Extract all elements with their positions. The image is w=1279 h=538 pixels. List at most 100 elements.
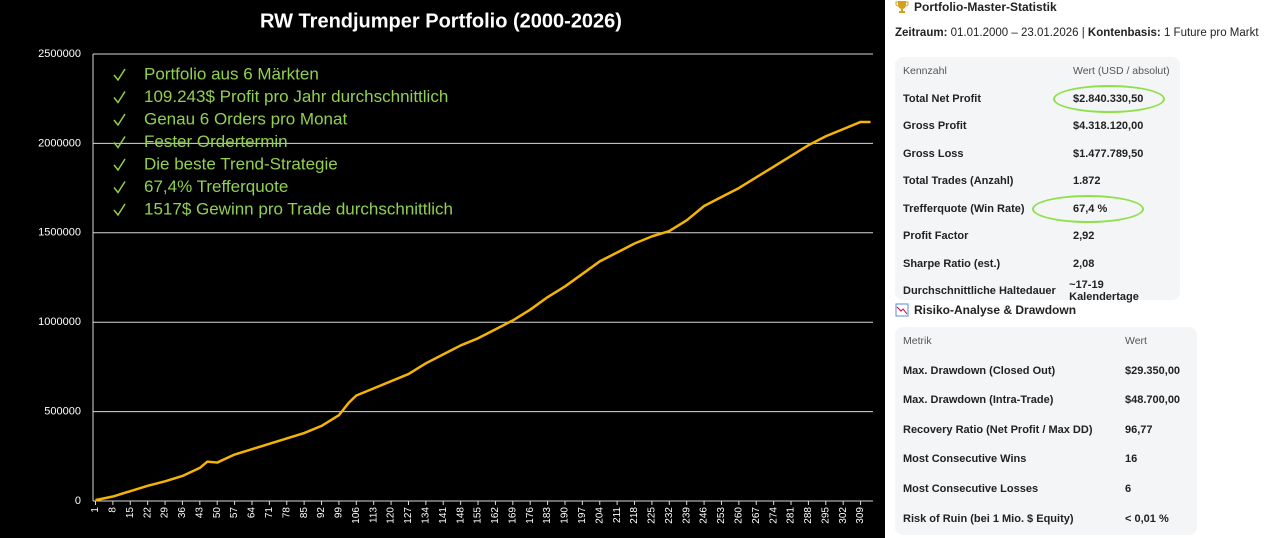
- x-tick-label: 274: [768, 507, 779, 524]
- x-tick-label: 134: [421, 507, 432, 524]
- x-tick-label: 57: [229, 507, 240, 519]
- trophy-icon: [895, 1, 909, 13]
- x-tick-label: 148: [455, 507, 466, 524]
- chart: RW Trendjumper Portfolio (2000-2026) 0 50…: [0, 0, 885, 538]
- x-tick-label: 309: [855, 507, 866, 524]
- period-label: Zeitraum:: [895, 27, 948, 39]
- x-tick-label: 92: [316, 507, 327, 519]
- cell-value: 96,77: [1125, 423, 1153, 436]
- x-tick-label: 50: [212, 507, 223, 519]
- stats-panel: Portfolio-Master-Statistik Zeitraum: 01.…: [887, 0, 1279, 538]
- cell-key: Kennzahl: [903, 64, 947, 77]
- x-tick-label: 29: [160, 507, 171, 519]
- x-tick-label: 204: [594, 507, 605, 524]
- cell-key: Gross Profit: [903, 120, 967, 132]
- y-tick-label: 0: [75, 495, 81, 507]
- stats-subtitle: Zeitraum: 01.01.2000 – 23.01.2026 | Kont…: [895, 27, 1259, 39]
- table-row: Metrik Wert: [903, 327, 1191, 354]
- x-tick-label: 71: [264, 507, 275, 519]
- cell-value: ~17-19 Kalendertage: [1069, 279, 1139, 303]
- cell-key: Max. Drawdown (Intra-Trade): [903, 394, 1054, 407]
- cell-value: 2,08: [1073, 257, 1095, 270]
- x-tick-label: 197: [577, 507, 588, 524]
- table-row: Recovery Ratio (Net Profit / Max DD) 96,7…: [903, 416, 1191, 443]
- x-tick-label: 225: [647, 507, 658, 524]
- cell-key: Recovery Ratio (Net Profit / Max DD): [903, 423, 1093, 436]
- table-row: Profit Factor 2,92: [903, 223, 1174, 250]
- x-tick-label: 64: [247, 507, 258, 519]
- cell-key: Profit Factor: [903, 230, 969, 242]
- y-tick-label: 1500000: [38, 227, 81, 239]
- table-row: Sharpe Ratio (est.) 2,08: [903, 250, 1174, 277]
- table-row: Total Trades (Anzahl) 1.872: [903, 168, 1174, 195]
- risk-table: Metrik Wert Max. Drawdown (Closed Out) $29.…: [895, 327, 1197, 535]
- cell-value: $29.350,00: [1125, 364, 1181, 377]
- x-tick-label: 106: [351, 507, 362, 524]
- cell-value: 16: [1125, 453, 1138, 466]
- cell-key: Risk of Ruin (bei 1 Mio. $ Equity): [903, 512, 1074, 525]
- cell-key: Total Trades (Anzahl): [903, 175, 1014, 187]
- risk-title: Risiko-Analyse & Drawdown: [914, 303, 1077, 317]
- x-tick-label: 288: [803, 507, 814, 524]
- y-tick-label: 2000000: [38, 137, 81, 149]
- x-tick-label: 141: [438, 507, 449, 524]
- cell-key: Trefferquote (Win Rate): [903, 202, 1025, 215]
- table-row: Most Consecutive Wins 16: [903, 446, 1191, 473]
- annotation: 67,4% Trefferquote: [144, 177, 288, 196]
- cell-value: Wert: [1125, 334, 1147, 347]
- basis-label: Kontenbasis:: [1087, 27, 1161, 39]
- chart-title: RW Trendjumper Portfolio (2000-2026): [260, 10, 622, 32]
- cell-value: $1.477.789,50: [1073, 147, 1144, 160]
- cell-value: Wert (USD / absolut): [1073, 64, 1170, 77]
- cell-key: Metrik: [903, 334, 932, 347]
- y-tick-label: 500000: [44, 406, 81, 418]
- x-tick-label: 127: [403, 507, 414, 524]
- cell-value: 1.872: [1073, 175, 1101, 187]
- cell-key: Most Consecutive Losses: [903, 483, 1039, 495]
- x-tick-label: 267: [751, 507, 762, 524]
- cell-key: Gross Loss: [903, 147, 964, 160]
- cell-value: $48.700,00: [1125, 394, 1181, 407]
- x-tick-label: 211: [612, 507, 623, 523]
- checkmark: [113, 158, 126, 172]
- x-tick-label: 253: [716, 507, 727, 524]
- x-tick-label: 85: [299, 507, 310, 519]
- y-tick-label: 2500000: [38, 48, 81, 60]
- table-row: Max. Drawdown (Closed Out) $29.350,00: [903, 357, 1191, 384]
- x-tick-label: 22: [142, 507, 153, 519]
- checkmark: [113, 113, 126, 127]
- cell-key: Most Consecutive Wins: [903, 453, 1027, 466]
- annotation: Genau 6 Orders pro Monat: [144, 109, 347, 128]
- y-tick-label: 1000000: [38, 316, 81, 328]
- x-tick-label: 120: [386, 507, 397, 524]
- cell-value: $4.318.120,00: [1073, 120, 1144, 132]
- x-tick-label: 99: [334, 507, 345, 519]
- x-tick-label: 302: [838, 507, 849, 524]
- basis: 1 Future pro Markt: [1163, 27, 1259, 39]
- cell-key: Max. Drawdown (Closed Out): [903, 364, 1056, 377]
- cell-key: Durchschnittliche Haltedauer: [903, 285, 1056, 297]
- x-tick-label: 155: [473, 507, 484, 524]
- cell-value: 2,92: [1073, 230, 1095, 242]
- x-tick-label: 232: [664, 507, 675, 524]
- x-tick-label: 36: [177, 507, 188, 519]
- x-tick-label: 260: [734, 507, 745, 524]
- x-tick-label: 295: [820, 507, 831, 524]
- x-tick-label: 162: [490, 507, 501, 524]
- x-tick-label: 218: [629, 507, 640, 524]
- x-tick-label: 8: [108, 507, 119, 513]
- annotation: Die beste Trend-Strategie: [144, 154, 338, 173]
- chart-icon: [895, 303, 909, 317]
- period: 01.01.2000 – 23.01.2026 |: [950, 27, 1085, 39]
- cell-key: Sharpe Ratio (est.): [903, 257, 1001, 270]
- annotation: 1517$ Gewinn pro Trade durchschnittlich: [144, 199, 453, 218]
- x-tick-label: 281: [786, 507, 797, 524]
- stats-heading: Portfolio-Master-Statistik: [895, 0, 1057, 14]
- cell-key: Total Net Profit: [903, 92, 982, 105]
- annotation: 109.243$ Profit pro Jahr durchschnittlic…: [144, 87, 448, 106]
- x-tick-label: 190: [560, 507, 571, 524]
- x-tick-label: 239: [681, 507, 692, 524]
- annotation: Fester Ordertermin: [144, 132, 288, 151]
- x-tick-label: 113: [368, 507, 379, 523]
